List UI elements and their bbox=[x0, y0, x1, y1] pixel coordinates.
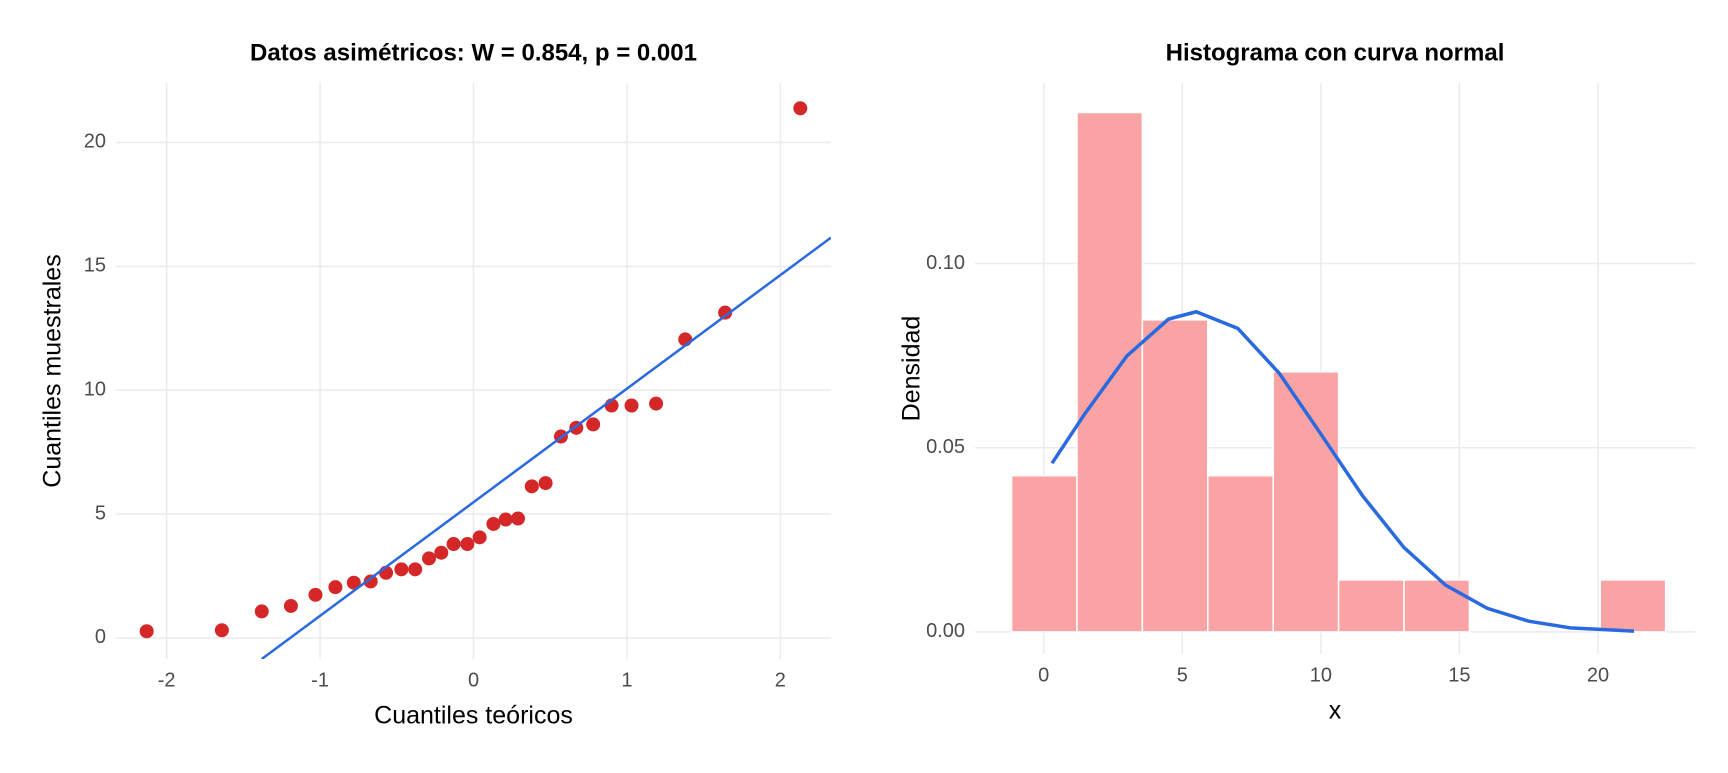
y-tick-label: 0.05 bbox=[926, 436, 965, 458]
point bbox=[538, 476, 553, 491]
x-tick-label: 0 bbox=[468, 669, 479, 691]
point bbox=[460, 537, 475, 552]
y-tick-label: 0 bbox=[95, 626, 106, 648]
bar bbox=[1207, 474, 1274, 633]
y-axis-label: Densidad bbox=[898, 316, 926, 422]
point bbox=[718, 305, 733, 320]
x-tick-label: 15 bbox=[1448, 664, 1470, 686]
point bbox=[434, 545, 449, 560]
bar bbox=[1403, 579, 1471, 633]
point bbox=[394, 562, 409, 577]
x-tick-label: 10 bbox=[1310, 664, 1332, 686]
point bbox=[422, 551, 437, 566]
point bbox=[510, 511, 525, 526]
x-tick-label: 0 bbox=[1038, 664, 1049, 686]
point bbox=[346, 575, 361, 590]
bar bbox=[1599, 579, 1667, 633]
y-tick-label: 0.10 bbox=[926, 252, 965, 274]
point bbox=[214, 623, 229, 638]
x-axis-label: x bbox=[1329, 697, 1342, 725]
point bbox=[498, 512, 513, 527]
point bbox=[472, 530, 487, 545]
x-tick-label: 2 bbox=[775, 669, 786, 691]
x-tick-label: 20 bbox=[1587, 664, 1609, 686]
point bbox=[328, 580, 343, 595]
y-tick-label: 15 bbox=[84, 255, 106, 277]
point bbox=[624, 398, 639, 413]
y-tick-label: 5 bbox=[95, 502, 106, 524]
point bbox=[139, 624, 154, 639]
y-tick-label: 0.00 bbox=[926, 620, 965, 642]
point bbox=[363, 574, 378, 589]
x-tick-label: -2 bbox=[158, 669, 176, 691]
y-axis-label: Cuantiles muestrales bbox=[39, 254, 67, 487]
point bbox=[486, 516, 501, 531]
point bbox=[408, 562, 423, 577]
point bbox=[446, 537, 461, 552]
point bbox=[254, 604, 269, 619]
x-axis-label: Cuantiles teóricos bbox=[374, 702, 573, 730]
point bbox=[283, 598, 298, 613]
bar bbox=[1337, 579, 1405, 633]
x-tick-label: -1 bbox=[311, 669, 329, 691]
reference-line bbox=[261, 236, 831, 659]
x-tick-label: 5 bbox=[1177, 664, 1188, 686]
bar bbox=[1076, 111, 1144, 633]
point bbox=[586, 417, 601, 432]
normal-curve bbox=[1050, 309, 1635, 633]
y-tick-label: 20 bbox=[84, 131, 106, 153]
bar bbox=[1010, 474, 1078, 633]
chart-title: Datos asimétricos: W = 0.854, p = 0.001 bbox=[250, 39, 697, 66]
point bbox=[308, 587, 323, 602]
x-tick-label: 1 bbox=[621, 669, 632, 691]
point bbox=[649, 396, 664, 411]
chart-title: Histograma con curva normal bbox=[1166, 39, 1505, 66]
y-tick-label: 10 bbox=[84, 378, 106, 400]
point bbox=[524, 479, 539, 494]
point bbox=[793, 101, 808, 116]
bar bbox=[1141, 319, 1209, 633]
